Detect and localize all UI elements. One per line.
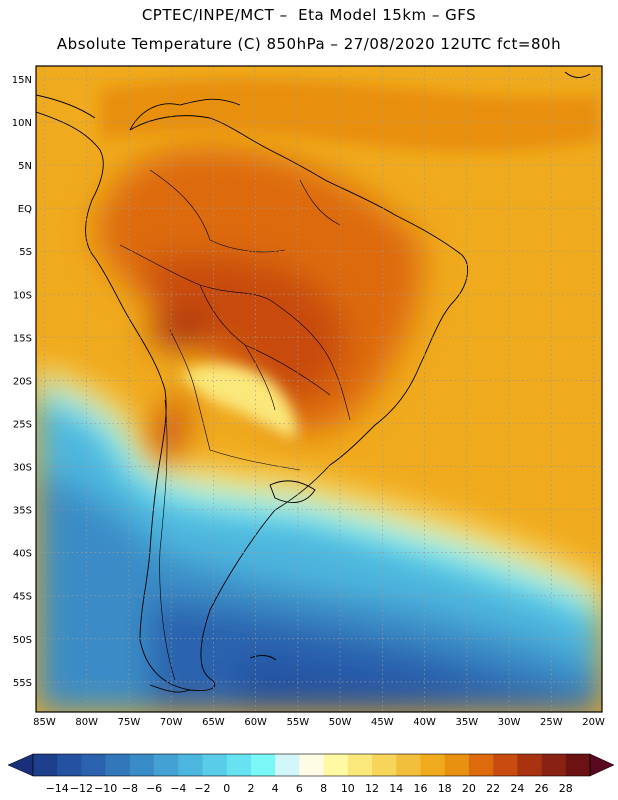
colorbar-label: −14 (46, 782, 69, 795)
colorbar-segment (57, 754, 82, 776)
colorbar-segment (202, 754, 228, 776)
colorbar-extend-low (7, 753, 34, 777)
longitude-labels: 85W 80W 75W 70W 65W 60W 55W 50W 45W 40W 35W 30W 25W 2… (33, 717, 605, 728)
colorbar-segment (493, 754, 518, 776)
colorbar-segment (226, 754, 252, 776)
colorbar-label: −4 (170, 782, 186, 795)
colorbar-label: 14 (389, 782, 403, 795)
colorbar-segment (372, 754, 397, 776)
colorbar-segment (444, 754, 470, 776)
colorbar-label: 4 (272, 782, 279, 795)
colorbar-label: −6 (146, 782, 162, 795)
lat-tick-label: 40S (13, 549, 32, 560)
colorbar-segment (299, 754, 324, 776)
colorbar-segment (81, 754, 106, 776)
lat-tick-label: 15N (12, 75, 32, 86)
lon-tick-label: 30W (498, 717, 521, 728)
lon-tick-label: 50W (329, 717, 352, 728)
lon-tick-label: 35W (456, 717, 479, 728)
lon-tick-label: 65W (202, 717, 225, 728)
colorbar-label: 6 (296, 782, 303, 795)
colorbar-segment (105, 754, 131, 776)
lon-tick-label: 75W (118, 717, 141, 728)
lon-tick-label: 80W (75, 717, 98, 728)
colorbar-segment (154, 754, 179, 776)
lat-tick-label: EQ (18, 204, 32, 215)
colorbar-label: −2 (194, 782, 210, 795)
colorbar-label: 18 (438, 782, 452, 795)
colorbar-label: 16 (413, 782, 427, 795)
lon-tick-label: 60W (244, 717, 267, 728)
lat-tick-label: 5N (18, 161, 32, 172)
lat-tick-label: 25S (13, 419, 32, 430)
colorbar-label: −8 (122, 782, 138, 795)
colorbar-frame (32, 753, 591, 777)
color-scale-labels: −14 −12 −10 −8 −6 −4 −2 0 2 4 6 8 10 12 14 16 18 20 22 24 26… (46, 782, 573, 795)
lat-tick-label: 55S (13, 678, 32, 689)
coastlines (36, 71, 591, 693)
lon-tick-label: 85W (33, 717, 56, 728)
lon-tick-label: 45W (371, 717, 394, 728)
colorbar-segment (347, 754, 373, 776)
lat-tick-label: 35S (13, 506, 32, 517)
colorbar-label: 28 (559, 782, 573, 795)
lat-tick-label: 15S (13, 333, 32, 344)
colorbar-segment (178, 754, 203, 776)
lon-tick-label: 55W (287, 717, 310, 728)
country-borders (119, 169, 351, 681)
colorbar-segment (250, 754, 276, 776)
lon-tick-label: 25W (540, 717, 563, 728)
lon-tick-label: 20W (582, 717, 605, 728)
colorbar-label: 26 (535, 782, 549, 795)
colorbar-label: 22 (486, 782, 500, 795)
colorbar-segment (129, 754, 155, 776)
lat-tick-label: 45S (13, 592, 32, 603)
colorbar-label: 12 (365, 782, 379, 795)
temperature-field (36, 66, 602, 712)
title-line-1: CPTEC/INPE/MCT – Eta Model 15km – GFS (141, 6, 477, 24)
colorbar-segment (396, 754, 421, 776)
colorbar-label: 10 (341, 782, 355, 795)
map-frame (35, 65, 603, 713)
lat-tick-label: 10S (13, 290, 32, 301)
lat-tick-label: 50S (13, 635, 32, 646)
colorbar-segment (541, 754, 567, 776)
color-scale-bar (7, 753, 615, 777)
colorbar-label: −10 (94, 782, 117, 795)
colorbar-segment (33, 754, 58, 776)
colorbar-segment (565, 754, 591, 776)
colorbar-segment (517, 754, 542, 776)
colorbar-segment (468, 754, 494, 776)
colorbar-label: 0 (223, 782, 230, 795)
colorbar-segment (420, 754, 445, 776)
colorbar-extend-high (589, 753, 615, 777)
lat-tick-label: 30S (13, 463, 32, 474)
lon-tick-label: 70W (160, 717, 183, 728)
lat-tick-label: 20S (13, 376, 32, 387)
colorbar-segment (275, 754, 300, 776)
lat-tick-label: 10N (12, 118, 32, 129)
lat-tick-label: 5S (19, 247, 32, 258)
colorbar-segment (323, 754, 349, 776)
lon-tick-label: 40W (413, 717, 436, 728)
latitude-labels: 15N 10N 5N EQ 5S 10S 15S 20S 25S 30S 35S 40S 45S 50S 5… (12, 75, 32, 689)
colorbar-label: 24 (510, 782, 524, 795)
colorbar-label: −12 (70, 782, 93, 795)
title-line-2: Absolute Temperature (C) 850hPa – 27/08/… (56, 35, 562, 53)
colorbar-label: 2 (247, 782, 254, 795)
colorbar-label: 20 (462, 782, 476, 795)
colorbar-label: 8 (320, 782, 327, 795)
